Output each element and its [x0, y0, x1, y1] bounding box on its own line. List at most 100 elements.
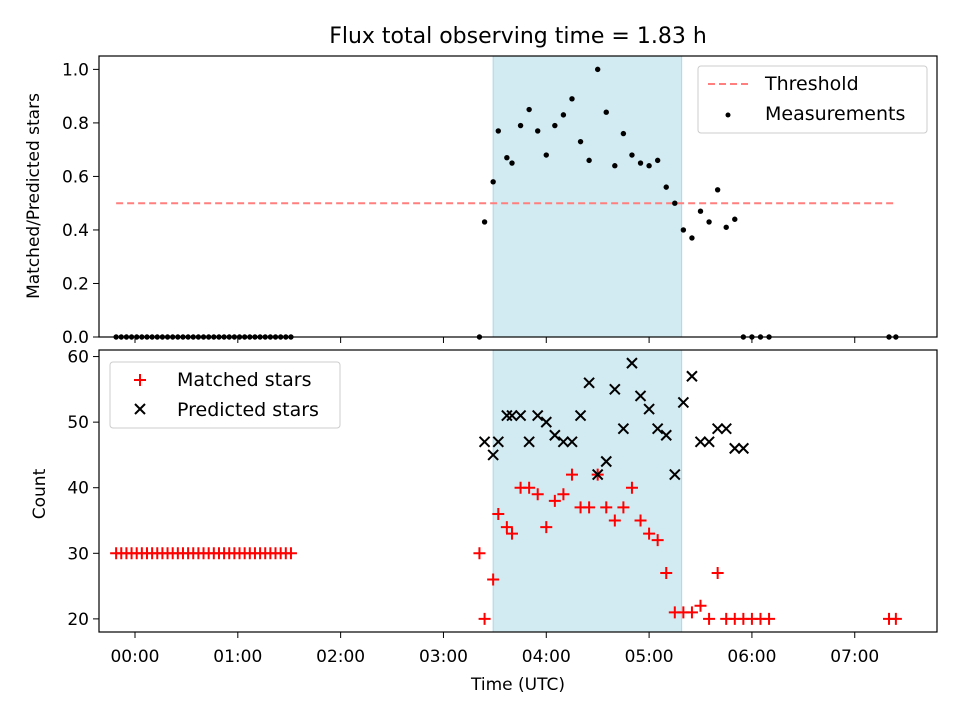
predicted-star-point [487, 449, 499, 461]
measurement-point [723, 224, 729, 230]
measurement-point [612, 163, 618, 169]
threshold-legend-label: Threshold [764, 73, 859, 95]
measurement-point [517, 122, 524, 129]
measurements-legend-label: Measurements [765, 103, 905, 125]
ratio-y-tick-label: 0.4 [62, 221, 89, 241]
predicted-star-point [694, 436, 707, 448]
measurement-point [672, 200, 678, 206]
predicted-star-point [677, 396, 690, 409]
measurement-point [594, 66, 601, 73]
predicted-star-point [626, 357, 638, 369]
predicted-legend-swatch [134, 403, 146, 415]
x-tick-label: 01:00 [213, 647, 262, 667]
matched-star-point [565, 468, 578, 481]
matched-star-point [634, 514, 647, 527]
matched-star-point [608, 514, 621, 527]
predicted-star-point [566, 436, 578, 448]
matched-star-point [625, 481, 638, 494]
matched-star-point [617, 501, 630, 514]
predicted-star-point [532, 409, 544, 422]
predicted-star-point [501, 409, 513, 422]
count-plot-frame [98, 349, 938, 633]
matched-star-point [540, 521, 553, 534]
matched-star-point [487, 573, 500, 586]
matched-star-point [889, 612, 902, 625]
ratio-y-tick-label: 0.6 [62, 167, 89, 187]
measurement-point [481, 219, 488, 225]
measurement-point [509, 160, 515, 166]
measurement-point [495, 128, 501, 134]
measurement-point [569, 96, 575, 102]
predicted-star-point [492, 436, 504, 448]
measurement-point [543, 152, 549, 158]
predicted-star-point [478, 436, 491, 448]
measurement-point [629, 152, 635, 158]
measurement-point [680, 227, 687, 233]
matched-star-point [506, 527, 519, 540]
matched-legend-swatch [134, 374, 146, 386]
measurement-point [637, 160, 644, 166]
matched-star-point [478, 612, 491, 625]
chart-title: Flux total observing time = 1.83 h [329, 24, 707, 49]
measurement-point [697, 208, 704, 214]
x-tick-label: 00:00 [110, 647, 159, 667]
count-plot-layer: 20 30 40 50 60 [67, 348, 902, 630]
predicted-star-point [506, 409, 518, 422]
matched-star-point [284, 547, 297, 560]
predicted-star-point [711, 422, 724, 435]
predicted-star-point [557, 436, 570, 448]
ratio-legend: Threshold Measurements [697, 65, 928, 134]
matched-star-point [473, 547, 486, 560]
predicted-star-point [523, 436, 535, 448]
measurement-point [526, 106, 532, 113]
ratio-plot-frame [98, 55, 938, 338]
matched-star-point [492, 507, 505, 520]
predicted-star-point [703, 436, 715, 448]
matched-star-point [711, 566, 724, 579]
predicted-star-point [583, 377, 595, 389]
count-y-tick-label: 40 [67, 479, 89, 499]
ratio-legend-box [697, 65, 928, 134]
ratio-y-tick-label: 1.0 [62, 60, 89, 80]
count-panel: 20 30 40 50 60 Count Matched stars Predicted… [30, 348, 938, 633]
observing-window-shade [492, 55, 683, 338]
observing-window-shade [492, 349, 683, 633]
matched-star-point [763, 612, 776, 625]
x-tick-label: 07:00 [830, 647, 879, 667]
x-tick-label: 06:00 [727, 647, 776, 667]
count-y-tick-label: 20 [67, 610, 89, 630]
predicted-star-point [660, 429, 672, 441]
measurement-point [586, 157, 592, 164]
ratio-y-tick-label: 0.0 [62, 328, 89, 348]
predicted-star-point [549, 429, 561, 441]
predicted-star-point [574, 409, 587, 422]
matched-star-point [643, 527, 656, 540]
measurement-point [535, 128, 541, 134]
matched-star-point [523, 481, 536, 494]
measurement-point [646, 163, 652, 169]
predicted-star-point [651, 422, 664, 435]
matched-star-point [651, 534, 664, 547]
predicted-legend-label: Predicted stars [177, 399, 319, 421]
matched-legend-label: Matched stars [177, 369, 311, 391]
measurement-point [552, 122, 558, 129]
count-legend: Matched stars Predicted stars [109, 361, 341, 429]
measurement-point [663, 184, 669, 190]
matched-star-point [548, 494, 561, 507]
x-tick-label: 05:00 [625, 647, 674, 667]
ratio-panel: 0.0 0.2 0.4 0.6 0.8 1.0 Matched/Predicted sta… [24, 55, 938, 348]
ratio-y-tick-label: 0.8 [62, 114, 89, 134]
matched-star-point [531, 488, 544, 501]
x-axis-ticks: 00:00 01:00 02:00 03:00 04:00 05:00 06:00 07:00 [110, 337, 879, 667]
x-tick-label: 03:00 [419, 647, 468, 667]
ratio-y-tick-label: 0.2 [62, 274, 89, 294]
measurement-point [504, 154, 510, 161]
matched-star-point [694, 599, 707, 612]
predicted-star-point [600, 455, 612, 468]
predicted-star-point [591, 468, 604, 481]
matched-star-point [583, 501, 596, 514]
ratio-plot-layer: 0.0 0.2 0.4 0.6 0.8 1.0 [62, 60, 899, 348]
measurement-point [577, 138, 584, 145]
matched-star-point [557, 488, 570, 501]
